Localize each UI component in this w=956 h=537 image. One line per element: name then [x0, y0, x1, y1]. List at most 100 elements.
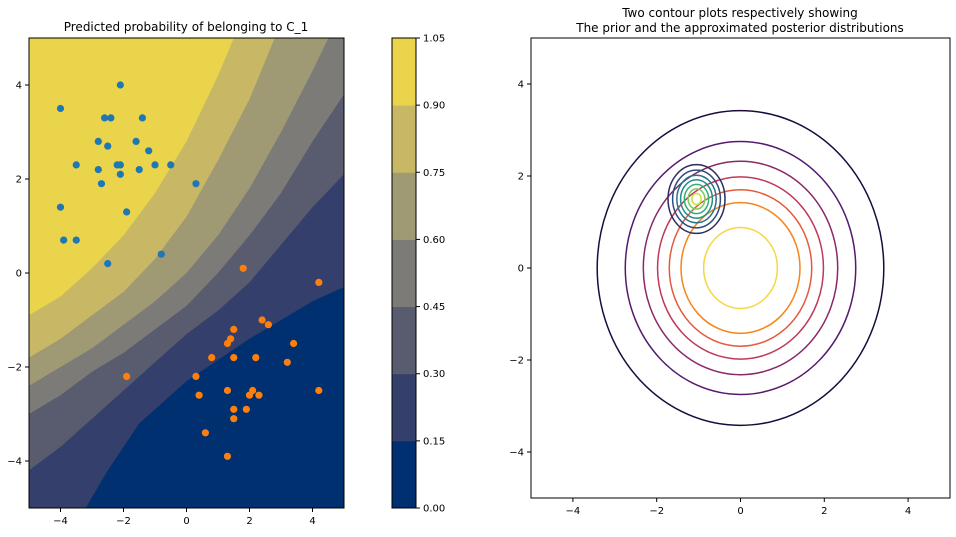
prior-contour-line: [702, 226, 779, 310]
colorbar-segment: [392, 373, 416, 442]
colorbar-segment: [392, 105, 416, 173]
posterior-contour-line: [671, 169, 722, 229]
colorbar-segment: [392, 440, 416, 509]
scatter-point: [104, 260, 112, 268]
scatter-point: [107, 114, 115, 122]
colorbar: 0.00 0.15 0.30 0.45 0.60 0.75 0.90 1.05: [391, 34, 445, 515]
prior-contour-line: [680, 201, 801, 335]
scatter-point: [94, 166, 102, 174]
scatter-point: [195, 391, 203, 399]
scatter-point: [223, 452, 232, 460]
colorbar-frame: [391, 37, 417, 509]
posterior-contour-line: [687, 188, 706, 210]
scatter-point: [223, 339, 232, 348]
right-chart-title-line-1: Two contour plots respectively showing: [621, 6, 858, 20]
colorbar-tick-label: 0.45: [423, 302, 445, 313]
y-tick-label: 0: [16, 269, 22, 280]
scatter-point: [192, 372, 200, 380]
scatter-point: [230, 354, 238, 362]
left-x-axis: −4 −2 0 2 4: [53, 508, 316, 527]
scatter-point: [138, 114, 146, 122]
scatter-point: [145, 147, 153, 155]
scatter-point: [290, 339, 298, 348]
scatter-point: [56, 203, 65, 211]
y-tick-label: −4: [7, 457, 22, 468]
colorbar-tick-label: 0.30: [423, 369, 445, 380]
scatter-point: [315, 386, 323, 395]
posterior-contour-line: [676, 174, 717, 224]
scatter-points: [56, 81, 323, 460]
scatter-point: [208, 354, 216, 362]
scatter-point: [116, 170, 124, 178]
y-tick-label: 4: [518, 80, 524, 91]
scatter-point: [135, 166, 143, 174]
probability-chart: Predicted probability of belonging to C_…: [7, 20, 345, 527]
posterior-contour-line: [667, 163, 726, 235]
left-chart-title: Predicted probability of belonging to C_…: [64, 20, 309, 34]
scatter-point: [151, 161, 159, 169]
band-6: [29, 38, 234, 316]
scatter-point: [104, 142, 112, 150]
y-tick-label: 2: [16, 175, 22, 186]
scatter-point: [230, 415, 238, 423]
y-tick-label: 0: [518, 264, 524, 275]
prior-contour-line: [656, 176, 825, 360]
scatter-point: [230, 325, 238, 333]
scatter-point: [72, 161, 80, 169]
y-tick-label: 2: [518, 172, 524, 183]
scatter-point: [258, 316, 266, 324]
scatter-point: [116, 161, 124, 169]
scatter-point: [201, 429, 209, 437]
scatter-point: [72, 236, 80, 244]
x-tick-label: 4: [309, 516, 315, 527]
y-tick-label: −2: [509, 356, 524, 367]
scatter-point: [97, 180, 106, 188]
right-chart-title-line-2: The prior and the approximated posterior…: [575, 21, 904, 35]
contour-lines: [596, 109, 885, 427]
colorbar-segment: [392, 38, 416, 106]
colorbar-tick-label: 1.05: [423, 34, 445, 45]
x-tick-label: −2: [649, 506, 664, 517]
scatter-point: [315, 278, 323, 286]
scatter-point: [223, 386, 232, 395]
right-x-axis: −4 −2 0 2 4: [566, 498, 911, 517]
x-tick-label: 2: [821, 506, 827, 517]
colorbar-tick-label: 0.00: [423, 504, 445, 515]
scatter-point: [123, 372, 131, 380]
prior-contour-line: [596, 109, 885, 427]
scatter-point: [230, 405, 238, 413]
contour-chart: Two contour plots respectively showing T…: [509, 6, 951, 517]
y-tick-label: −2: [7, 363, 22, 374]
scatter-point: [56, 104, 65, 113]
scatter-point: [264, 321, 272, 329]
posterior-contour-line: [691, 192, 702, 206]
prior-contour-line: [668, 189, 813, 347]
scatter-point: [167, 161, 175, 169]
x-tick-label: 2: [246, 516, 252, 527]
x-tick-label: 0: [737, 506, 743, 517]
colorbar-segment: [392, 172, 416, 240]
scatter-point: [283, 358, 291, 366]
left-y-axis: −4 −2 0 2 4: [7, 81, 29, 468]
x-tick-label: −4: [53, 516, 68, 527]
x-tick-label: −4: [566, 506, 581, 517]
colorbar-tick-label: 0.75: [423, 168, 445, 179]
scatter-point: [255, 391, 263, 399]
x-tick-label: −2: [116, 516, 131, 527]
scatter-point: [123, 208, 131, 216]
scatter-point: [252, 354, 260, 362]
y-tick-label: 4: [16, 81, 22, 92]
probability-filled-contours: [29, 38, 344, 508]
scatter-point: [116, 81, 124, 89]
scatter-point: [60, 236, 68, 244]
scatter-point: [245, 391, 254, 399]
posterior-contour-line: [683, 183, 710, 215]
scatter-point: [239, 264, 247, 272]
colorbar-segment: [392, 306, 416, 375]
colorbar-tick-label: 0.15: [423, 436, 445, 447]
y-tick-label: −4: [509, 448, 524, 459]
scatter-point: [94, 137, 102, 145]
scatter-point: [192, 180, 200, 188]
prior-contour-line: [642, 160, 839, 376]
